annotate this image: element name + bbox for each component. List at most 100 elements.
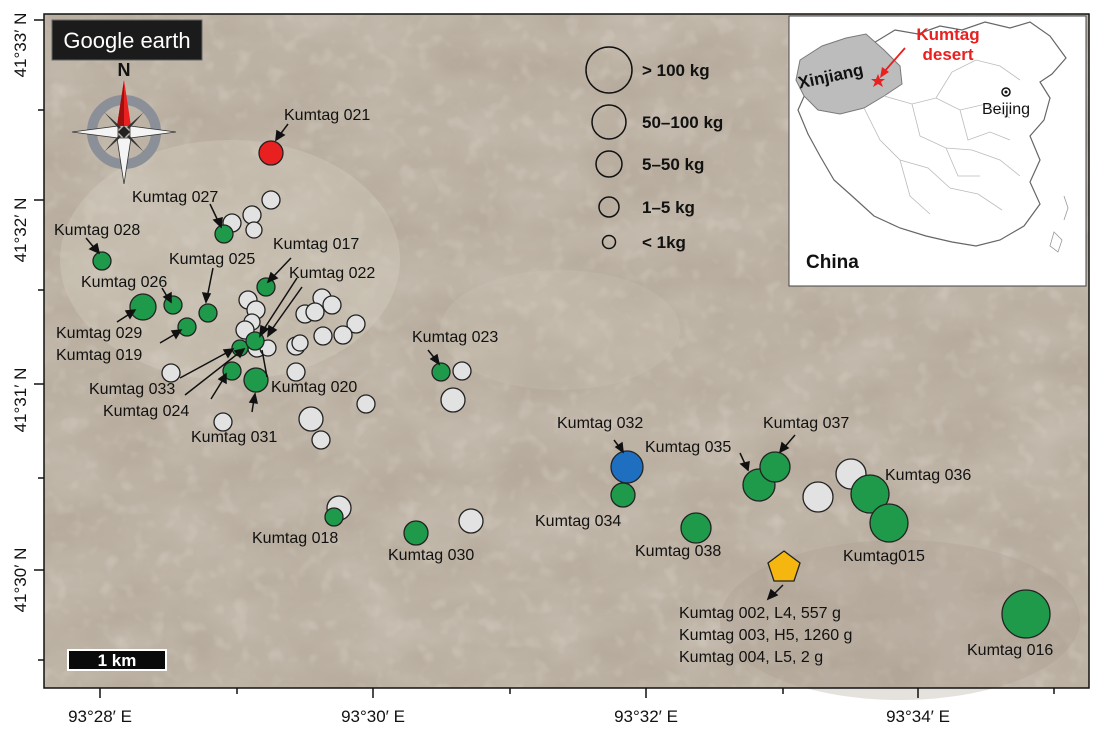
- paired-meteorite-note: Kumtag 002, L4, 557 g Kumtag 003, H5, 12…: [679, 605, 852, 666]
- x-tick-label: 93°28′ E: [68, 707, 132, 726]
- compass-rose-icon: N: [71, 60, 177, 185]
- x-tick-label: 93°34′ E: [886, 707, 950, 726]
- meteorite-marker: [214, 224, 234, 244]
- meteorite-label: Kumtag 030: [388, 547, 474, 564]
- meteorite-marker: [869, 503, 909, 543]
- meteorite-marker: [161, 363, 181, 383]
- inset-capital-label: Beijing: [982, 101, 1030, 118]
- meteorite-marker: [198, 303, 218, 323]
- meteorite-label: Kumtag 023: [412, 329, 498, 346]
- legend-symbol: [595, 150, 623, 178]
- meteorite-marker: [311, 430, 331, 450]
- legend-label: > 100 kg: [642, 61, 710, 80]
- meteorite-marker: [1001, 589, 1051, 639]
- meteorite-marker: [759, 451, 791, 483]
- scale-bar: 1 km: [67, 649, 167, 671]
- xinjiang-region: [795, 33, 903, 115]
- inset-arrow: [883, 47, 906, 73]
- legend-label: < 1kg: [642, 233, 686, 252]
- meteorite-marker: [305, 302, 325, 322]
- inset-desert-label: desert: [922, 45, 973, 64]
- logo-text: Google earth: [63, 28, 190, 53]
- google-earth-logo: Google earth: [51, 19, 203, 61]
- paired-note-line: Kumtag 002, L4, 557 g: [679, 605, 841, 622]
- meteorite-marker: [291, 334, 309, 352]
- leader-arrows: [85, 123, 796, 601]
- meteorite-marker: [356, 394, 376, 414]
- x-axis-labels: 93°28′ E 93°30′ E 93°32′ E 93°34′ E: [68, 707, 950, 726]
- meteorite-marker: [403, 520, 429, 546]
- meteorite-label: Kumtag 035: [645, 439, 731, 456]
- kumtag-star-icon: [871, 74, 885, 87]
- meteorite-marker: [322, 295, 342, 315]
- meteorite-marker: [458, 508, 484, 534]
- meteorite-marker: [298, 406, 324, 432]
- legend-label: 1–5 kg: [642, 198, 695, 217]
- meteorite-label: Kumtag015: [843, 548, 925, 565]
- meteorite-marker: [610, 482, 636, 508]
- legend-symbol: [598, 196, 620, 218]
- scale-bar-label: 1 km: [98, 651, 137, 670]
- meteorite-marker: [243, 367, 269, 393]
- y-tick-label: 41°33′ N: [11, 13, 30, 78]
- inset-map: Xinjiang Kumtag desert Beijing China: [788, 15, 1087, 287]
- meteorite-label: Kumtag 037: [763, 415, 849, 432]
- meteorite-label: Kumtag 029: [56, 325, 142, 342]
- meteorite-marker: [431, 362, 451, 382]
- meteorite-marker: [440, 387, 466, 413]
- meteorite-marker: [242, 205, 262, 225]
- legend-label: 50–100 kg: [642, 113, 723, 132]
- meteorite-marker: [129, 293, 157, 321]
- paired-note-line: Kumtag 003, H5, 1260 g: [679, 627, 852, 644]
- meteorite-marker: [850, 474, 890, 514]
- y-tick-label: 41°30′ N: [11, 548, 30, 613]
- meteorite-marker: [222, 361, 242, 381]
- meteorite-marker: [452, 361, 472, 381]
- legend-symbol: [591, 104, 627, 140]
- legend-symbol: [601, 234, 617, 250]
- meteorite-marker-kumtag-032: [610, 450, 644, 484]
- legend-symbol: [585, 46, 633, 94]
- inset-country-label: China: [806, 252, 859, 273]
- classified-meteorites: [92, 224, 1051, 639]
- paired-note-line: Kumtag 004, L5, 2 g: [679, 649, 823, 666]
- meteorite-marker: [213, 412, 233, 432]
- meteorite-label: Kumtag 028: [54, 222, 140, 239]
- meteorite-label: Kumtag 025: [169, 251, 255, 268]
- meteorite-label: Kumtag 020: [271, 379, 357, 396]
- meteorite-marker-kumtag-021: [258, 140, 284, 166]
- meteorite-marker: [261, 190, 281, 210]
- meteorite-label: Kumtag 016: [967, 642, 1053, 659]
- meteorite-label: Kumtag 032: [557, 415, 643, 432]
- meteorite-labels: Kumtag 021 Kumtag 027 Kumtag 028 Kumtag …: [54, 107, 1053, 659]
- meteorite-label: Kumtag 022: [289, 265, 375, 282]
- meteorite-marker: [245, 221, 263, 239]
- meteorite-label: Kumtag 024: [103, 403, 189, 420]
- x-tick-label: 93°30′ E: [341, 707, 405, 726]
- legend-label: 5–50 kg: [642, 155, 704, 174]
- meteorite-marker: [333, 325, 353, 345]
- meteorite-label: Kumtag 034: [535, 513, 621, 530]
- meteorite-label: Kumtag 036: [885, 467, 971, 484]
- x-tick-label: 93°32′ E: [614, 707, 678, 726]
- axis-ticks: [34, 19, 1055, 698]
- meteorite-label: Kumtag 031: [191, 429, 277, 446]
- size-legend: > 100 kg 50–100 kg 5–50 kg 1–5 kg < 1kg: [585, 46, 723, 252]
- paired-meteorite-pentagon-icon: [767, 550, 801, 582]
- map-frame: [43, 13, 1090, 689]
- meteorite-label: Kumtag 019: [56, 347, 142, 364]
- meteorite-marker: [346, 314, 366, 334]
- meteorite-marker: [802, 481, 834, 513]
- meteorite-label: Kumtag 026: [81, 274, 167, 291]
- meteorite-label: Kumtag 038: [635, 543, 721, 560]
- meteorite-marker: [256, 277, 276, 297]
- compass-north-label: N: [118, 60, 131, 80]
- meteorite-marker: [286, 362, 306, 382]
- meteorite-label: Kumtag 018: [252, 530, 338, 547]
- inset-desert-label: Kumtag: [916, 25, 979, 44]
- meteorite-label: Kumtag 017: [273, 236, 359, 253]
- y-axis-labels: 41°33′ N 41°32′ N 41°31′ N 41°30′ N: [11, 13, 30, 613]
- meteorite-marker: [324, 507, 344, 527]
